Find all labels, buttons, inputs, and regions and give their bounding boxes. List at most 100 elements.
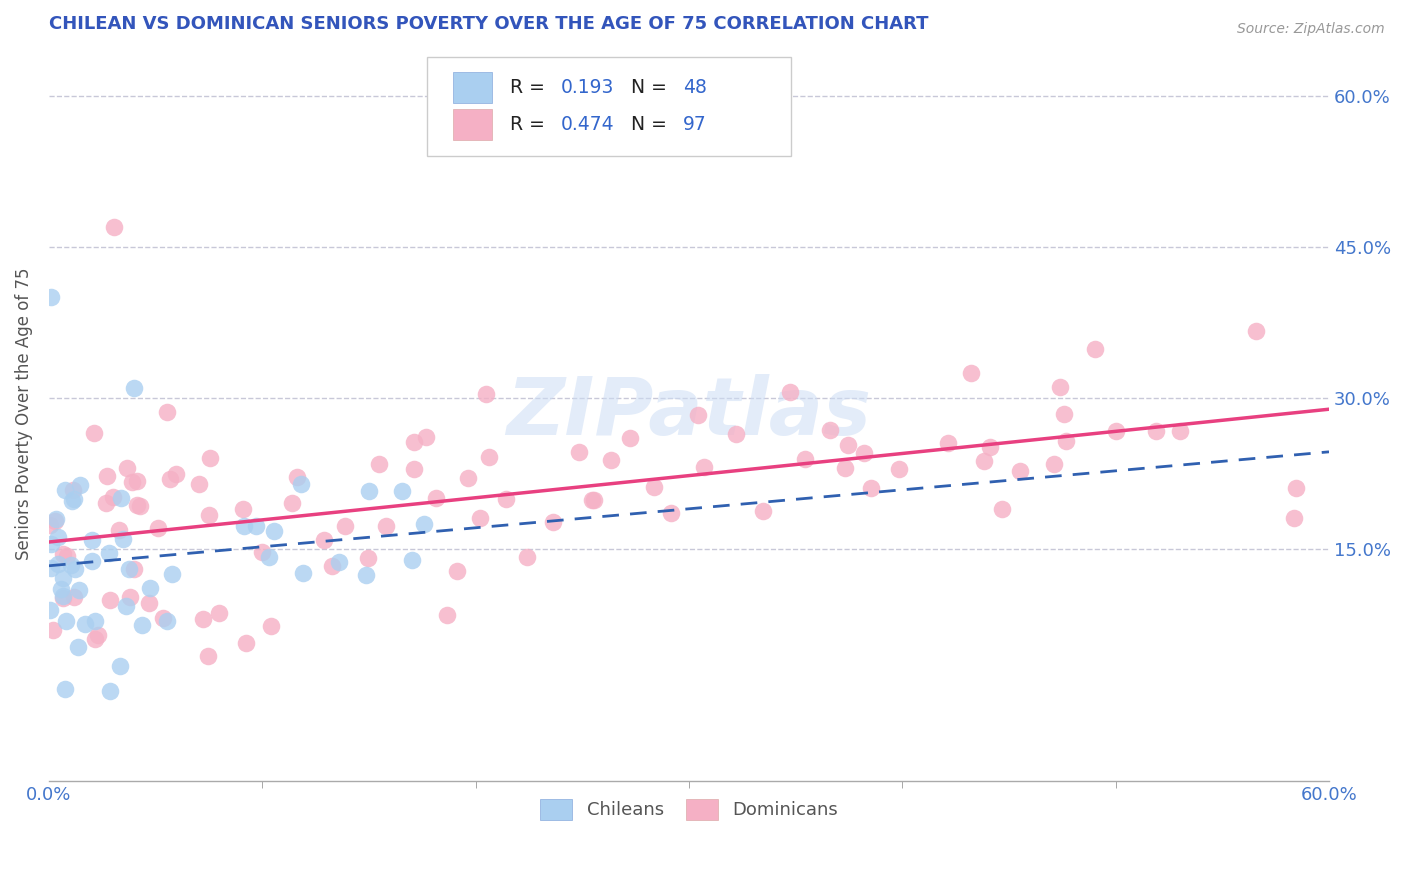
Point — [52, 591, 75, 605]
Point — [122, 562, 145, 576]
Point — [139, 581, 162, 595]
Point — [53, 483, 76, 497]
Point — [979, 441, 1001, 455]
Point — [52, 571, 75, 585]
Point — [160, 566, 183, 581]
FancyBboxPatch shape — [454, 72, 492, 103]
FancyBboxPatch shape — [454, 109, 492, 140]
Point — [103, 219, 125, 234]
Point — [235, 635, 257, 649]
Point — [354, 568, 377, 582]
Point — [312, 533, 335, 547]
Point — [83, 632, 105, 646]
Point — [693, 460, 716, 475]
Point — [62, 590, 84, 604]
Point — [124, 381, 146, 395]
Point — [425, 491, 447, 505]
Point — [101, 490, 124, 504]
Point — [263, 524, 285, 538]
Point — [56, 549, 79, 563]
Point — [118, 562, 141, 576]
Y-axis label: Seniors Poverty Over the Age of 75: Seniors Poverty Over the Age of 75 — [15, 267, 32, 559]
Point — [198, 450, 221, 465]
Point — [404, 462, 426, 476]
Point — [619, 432, 641, 446]
Point — [63, 492, 86, 507]
Point — [470, 510, 492, 524]
Point — [1146, 424, 1168, 438]
Point — [357, 484, 380, 499]
Point — [39, 561, 62, 575]
Point — [94, 496, 117, 510]
Point — [600, 453, 623, 467]
Point — [686, 408, 709, 422]
Point — [1168, 424, 1191, 438]
Point — [321, 558, 343, 573]
Point — [108, 658, 131, 673]
Point — [156, 404, 179, 418]
Point — [793, 451, 815, 466]
Point — [818, 423, 841, 437]
Point — [55, 614, 77, 628]
Point — [80, 554, 103, 568]
Point — [38, 518, 60, 533]
Point — [401, 553, 423, 567]
Point — [69, 478, 91, 492]
Point — [290, 476, 312, 491]
Point — [779, 385, 801, 400]
Point — [108, 524, 131, 538]
Point — [98, 592, 121, 607]
Point — [568, 445, 591, 459]
Point — [374, 519, 396, 533]
Point — [83, 615, 105, 629]
Point — [129, 499, 152, 513]
Point — [724, 426, 747, 441]
Text: 48: 48 — [682, 78, 706, 97]
Point — [357, 550, 380, 565]
Text: 0.474: 0.474 — [561, 115, 614, 134]
Point — [1285, 481, 1308, 495]
Point — [541, 515, 564, 529]
Point — [59, 558, 82, 573]
Text: CHILEAN VS DOMINICAN SENIORS POVERTY OVER THE AGE OF 75 CORRELATION CHART: CHILEAN VS DOMINICAN SENIORS POVERTY OVE… — [49, 15, 928, 33]
Point — [125, 474, 148, 488]
Point — [889, 462, 911, 476]
Point — [860, 481, 883, 495]
Point — [52, 590, 75, 604]
Point — [1084, 343, 1107, 357]
Point — [67, 640, 90, 655]
Point — [41, 291, 63, 305]
Point — [643, 480, 665, 494]
Point — [959, 366, 981, 380]
Point — [198, 508, 221, 522]
Text: 0.193: 0.193 — [561, 78, 614, 97]
Point — [127, 498, 149, 512]
Text: N =: N = — [619, 78, 672, 97]
Point — [138, 596, 160, 610]
Point — [62, 483, 84, 497]
Point — [404, 434, 426, 449]
Point — [446, 564, 468, 578]
Point — [1105, 424, 1128, 438]
Point — [152, 611, 174, 625]
Point — [120, 590, 142, 604]
Point — [281, 496, 304, 510]
Point — [98, 683, 121, 698]
Point — [233, 519, 256, 533]
Point — [53, 681, 76, 696]
Point — [115, 461, 138, 475]
Point — [367, 457, 389, 471]
Point — [96, 469, 118, 483]
Point — [110, 491, 132, 505]
Point — [1244, 324, 1267, 338]
Point — [659, 506, 682, 520]
Point — [52, 547, 75, 561]
Point — [1049, 380, 1071, 394]
Point — [333, 519, 356, 533]
Point — [1042, 457, 1064, 471]
Point — [193, 612, 215, 626]
Point — [87, 628, 110, 642]
Legend: Chileans, Dominicans: Chileans, Dominicans — [533, 792, 845, 827]
Point — [936, 436, 959, 450]
Point — [115, 599, 138, 613]
